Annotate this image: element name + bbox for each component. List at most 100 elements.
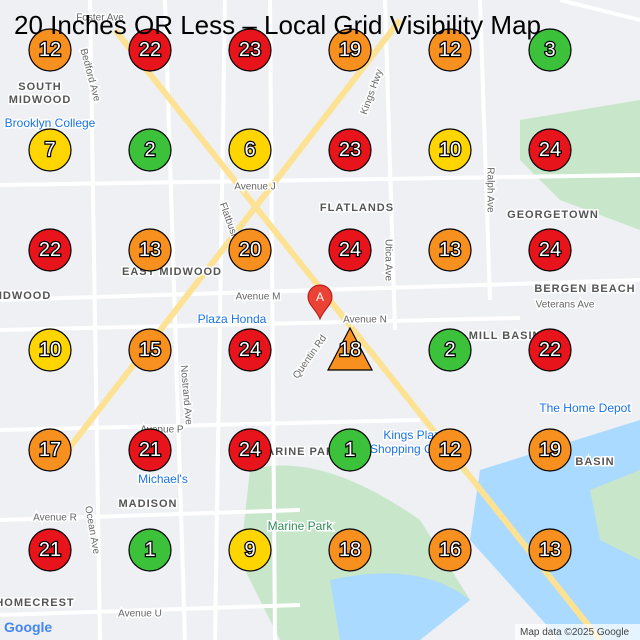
marker-circle — [428, 528, 472, 572]
marker-value: 21 — [139, 439, 161, 461]
marker-value: 23 — [339, 139, 361, 161]
marker-value: 24 — [239, 439, 261, 461]
visibility-marker: 19 — [328, 28, 372, 72]
visibility-marker: 24 — [528, 228, 572, 272]
visibility-marker: 24 — [328, 228, 372, 272]
marker-circle — [528, 228, 572, 272]
visibility-marker: 21 — [28, 528, 72, 572]
marker-circle — [228, 128, 272, 172]
place-label: MIDWOOD — [0, 290, 51, 302]
visibility-marker: 12 — [428, 28, 472, 72]
visibility-marker: 24 — [528, 128, 572, 172]
marker-value: 12 — [439, 39, 461, 61]
place-label: HOMECREST — [0, 597, 75, 609]
marker-circle — [528, 128, 572, 172]
place-label: MIDWOOD — [9, 94, 72, 106]
visibility-marker: 13 — [428, 228, 472, 272]
marker-value: 19 — [339, 39, 361, 61]
visibility-marker: 13 — [528, 528, 572, 572]
marker-value: 13 — [139, 239, 161, 261]
marker-circle — [28, 128, 72, 172]
place-label: MADISON — [119, 498, 178, 510]
street-label: Avenue N — [343, 315, 387, 326]
visibility-marker: 24 — [228, 428, 272, 472]
visibility-marker: 15 — [128, 328, 172, 372]
visibility-marker: 13 — [128, 228, 172, 272]
marker-circle — [528, 328, 572, 372]
marker-circle — [28, 528, 72, 572]
marker-circle — [28, 28, 72, 72]
marker-circle — [128, 528, 172, 572]
street-label: Veterans Ave — [536, 300, 595, 311]
pin-shape — [307, 284, 333, 321]
marker-circle — [328, 428, 372, 472]
street-label: Foster Ave — [76, 13, 124, 24]
marker-circle — [528, 28, 572, 72]
marker-value: 20 — [239, 239, 261, 261]
marker-value: 12 — [439, 439, 461, 461]
marker-value: 18 — [339, 539, 361, 561]
map-title: 20 Inches OR Less – Local Grid Visibilit… — [14, 10, 541, 40]
poi-label: Brooklyn College — [5, 116, 96, 130]
poi-label: The Home Depot — [539, 401, 631, 415]
attribution: Map data ©2025 Google — [520, 627, 630, 638]
marker-circle — [228, 328, 272, 372]
visibility-marker: 12 — [28, 28, 72, 72]
street-label: Avenue M — [236, 292, 281, 303]
marker-circle — [428, 328, 472, 372]
marker-circle — [228, 228, 272, 272]
place-label: BASIN — [575, 456, 614, 468]
visibility-marker: 2 — [128, 128, 172, 172]
visibility-marker: 22 — [28, 228, 72, 272]
visibility-marker: 17 — [28, 428, 72, 472]
marker-circle — [428, 128, 472, 172]
visibility-marker: 19 — [528, 428, 572, 472]
marker-value: 10 — [439, 139, 461, 161]
marker-circle — [328, 528, 372, 572]
marker-circle — [128, 328, 172, 372]
marker-circle — [428, 228, 472, 272]
marker-value: 15 — [139, 339, 161, 361]
marker-circle — [128, 428, 172, 472]
marker-circle — [528, 428, 572, 472]
visibility-marker: 22 — [128, 28, 172, 72]
street-label: Utica Ave — [382, 239, 393, 281]
place-label: SOUTH — [18, 81, 62, 93]
visibility-marker: 7 — [28, 128, 72, 172]
marker-value: 21 — [39, 539, 61, 561]
marker-value: 22 — [39, 239, 61, 261]
visibility-marker: 10 — [428, 128, 472, 172]
poi-label: Plaza Honda — [198, 312, 267, 326]
visibility-marker: 21 — [128, 428, 172, 472]
attribution-bg — [515, 624, 640, 640]
marker-circle — [328, 28, 372, 72]
marker-value: 9 — [244, 539, 255, 561]
marker-circle — [328, 228, 372, 272]
visibility-marker: 23 — [328, 128, 372, 172]
visibility-marker: 24 — [228, 328, 272, 372]
marker-value: 18 — [339, 339, 361, 361]
marker-value: 1 — [344, 439, 355, 461]
marker-triangle — [327, 326, 373, 371]
marker-value: 22 — [139, 39, 161, 61]
visibility-marker: 12 — [428, 428, 472, 472]
visibility-marker: 6 — [228, 128, 272, 172]
marker-circle — [128, 28, 172, 72]
marker-circle — [228, 428, 272, 472]
visibility-marker: 1 — [328, 428, 372, 472]
visibility-marker: 18 — [327, 326, 373, 371]
marker-value: 22 — [539, 339, 561, 361]
visibility-marker: 20 — [228, 228, 272, 272]
marker-value: 3 — [544, 39, 555, 61]
marker-value: 2 — [444, 339, 455, 361]
street-label: Avenue J — [234, 182, 276, 193]
marker-value: 19 — [539, 439, 561, 461]
place-label: GEORGETOWN — [507, 209, 599, 221]
marker-value: 24 — [539, 139, 561, 161]
visibility-marker: 22 — [528, 328, 572, 372]
logo: Google — [4, 619, 52, 635]
marker-value: 10 — [39, 339, 61, 361]
marker-value: 12 — [39, 39, 61, 61]
marker-value: 24 — [539, 239, 561, 261]
